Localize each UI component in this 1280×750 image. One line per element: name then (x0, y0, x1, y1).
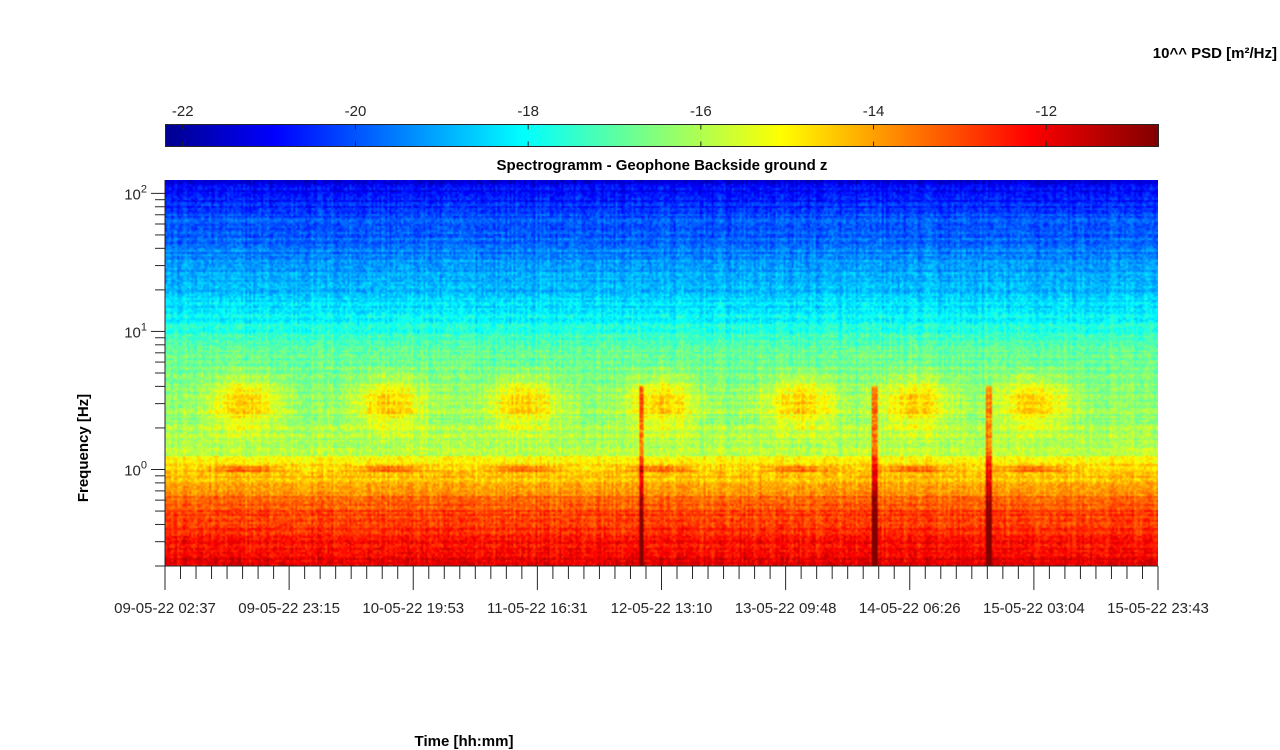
colorbar-tick-label: -12 (1035, 103, 1057, 120)
x-tick-label: 09-05-22 02:37 (114, 600, 216, 617)
x-tick-label: 14-05-22 06:26 (859, 600, 961, 617)
spectrogram-image (165, 180, 1158, 566)
colorbar-tick-label: -16 (690, 103, 712, 120)
y-tick-base: 10 (124, 186, 141, 203)
x-axis-label: Time [hh:mm] (415, 733, 514, 750)
y-tick-exponent: 2 (141, 183, 147, 195)
colorbar-gradient (165, 124, 1159, 147)
y-tick-base: 10 (124, 324, 141, 341)
x-tick-label: 11-05-22 16:31 (487, 600, 588, 617)
y-tick-base: 10 (124, 463, 141, 480)
colorbar-ticks: -22 -20 -18 -16 -14 -12 (172, 103, 1057, 147)
x-tick-label: 09-05-22 23:15 (238, 600, 340, 617)
colorbar-tick-label: -20 (345, 103, 367, 120)
y-tick-label: 102 (124, 183, 147, 203)
chart-title: Spectrogramm - Geophone Backside ground … (497, 157, 828, 174)
x-tick-label: 13-05-22 09:48 (735, 600, 837, 617)
y-tick-label: 101 (124, 321, 147, 341)
x-axis: 09-05-22 02:37 09-05-22 23:15 10-05-22 19:… (114, 565, 1209, 617)
x-tick-label: 15-05-22 23:43 (1107, 600, 1209, 617)
colorbar: -22 -20 -18 -16 -14 -12 10^^ PSD [m²/Hz] (165, 45, 1277, 147)
colorbar-tick-label: -18 (517, 103, 539, 120)
y-tick-label: 100 (124, 460, 147, 480)
x-tick-label: 10-05-22 19:53 (362, 600, 464, 617)
y-axis-label: Frequency [Hz] (75, 394, 92, 502)
colorbar-tick-label: -22 (172, 103, 194, 120)
x-tick-label: 15-05-22 03:04 (983, 600, 1085, 617)
x-tick-label: 12-05-22 13:10 (611, 600, 713, 617)
y-tick-exponent: 1 (141, 321, 147, 333)
y-tick-exponent: 0 (141, 460, 147, 472)
colorbar-tick-label: -14 (863, 103, 885, 120)
colorbar-label: 10^^ PSD [m²/Hz] (1153, 45, 1277, 62)
